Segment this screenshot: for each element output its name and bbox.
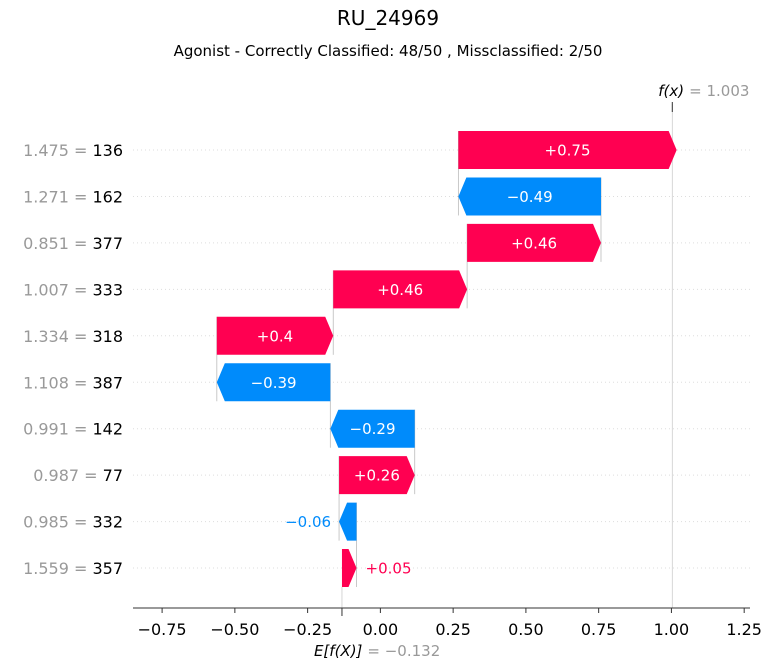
bar-142 [330,409,415,448]
feature-value: 0.985 = [23,513,87,532]
feature-name: 162 [87,187,123,206]
efx-annotation: E[f(X)] = −0.132 [314,642,440,660]
x-tick-label: 0.75 [581,620,617,639]
x-tick-label: 0.00 [363,620,399,639]
x-tick-label: −0.75 [138,620,187,639]
fx-annotation: f(x) = 1.003 [658,82,749,100]
bar-value-label: +0.26 [354,467,400,485]
feature-name: 357 [87,559,123,578]
feature-label: 1.475 = 136 [23,141,123,160]
bar-value-label: +0.75 [545,142,591,160]
feature-name: 136 [87,141,123,160]
feature-value: 1.559 = [23,559,87,578]
bar-387 [216,363,331,402]
x-tick-label: 0.25 [435,620,471,639]
feature-label: 0.851 = 377 [23,234,123,253]
feature-name: 333 [87,280,123,299]
bar-value-label: +0.05 [366,560,412,578]
efx-label: E[f(X)] [314,642,363,660]
feature-value: 1.475 = [23,141,87,160]
feature-label: 1.007 = 333 [23,280,123,299]
bar-136 [458,131,677,169]
feature-label: 1.334 = 318 [23,327,123,346]
bar-value-label: −0.29 [350,420,396,438]
bar-318 [216,316,334,355]
feature-name: 142 [87,420,123,439]
bar-value-label: −0.39 [251,374,297,392]
x-tick-label: 1.25 [726,620,762,639]
feature-name: 77 [98,466,123,485]
fx-label: f(x) [658,82,684,100]
fx-value: = 1.003 [689,82,749,100]
feature-value: 1.108 = [23,373,87,392]
feature-name: 377 [87,234,123,253]
efx-value: = −0.132 [367,642,440,660]
bar-77 [339,456,415,495]
feature-label: 0.987 = 77 [33,466,123,485]
feature-value: 0.851 = [23,234,87,253]
feature-value: 0.991 = [23,420,87,439]
bar-value-label: −0.49 [507,188,553,206]
bar-357 [341,549,357,588]
bar-value-label: +0.46 [511,234,557,252]
feature-value: 1.334 = [23,327,87,346]
x-tick-label: −0.25 [283,620,332,639]
feature-name: 387 [87,373,123,392]
feature-value: 0.987 = [33,466,97,485]
feature-label: 1.271 = 162 [23,187,123,206]
bar-162 [458,177,601,216]
feature-value: 1.007 = [23,280,87,299]
bar-value-label: +0.46 [377,281,423,299]
feature-name: 318 [87,327,123,346]
chart-title: RU_24969 [336,6,440,30]
feature-label: 1.108 = 387 [23,373,123,392]
feature-label: 0.985 = 332 [23,513,123,532]
x-tick-label: −0.50 [210,620,259,639]
feature-value: 1.271 = [23,187,87,206]
bar-value-label: +0.4 [257,327,293,345]
bar-333 [333,270,468,309]
feature-label: 0.991 = 142 [23,420,123,439]
chart-subtitle: Agonist - Correctly Classified: 48/50 , … [173,42,603,60]
x-tick-label: 0.50 [508,620,544,639]
feature-name: 332 [87,513,123,532]
x-tick-label: 1.00 [654,620,690,639]
feature-label: 1.559 = 357 [23,559,123,578]
bar-332 [339,502,357,541]
bar-377 [467,223,601,262]
bar-value-label: −0.06 [285,513,331,531]
